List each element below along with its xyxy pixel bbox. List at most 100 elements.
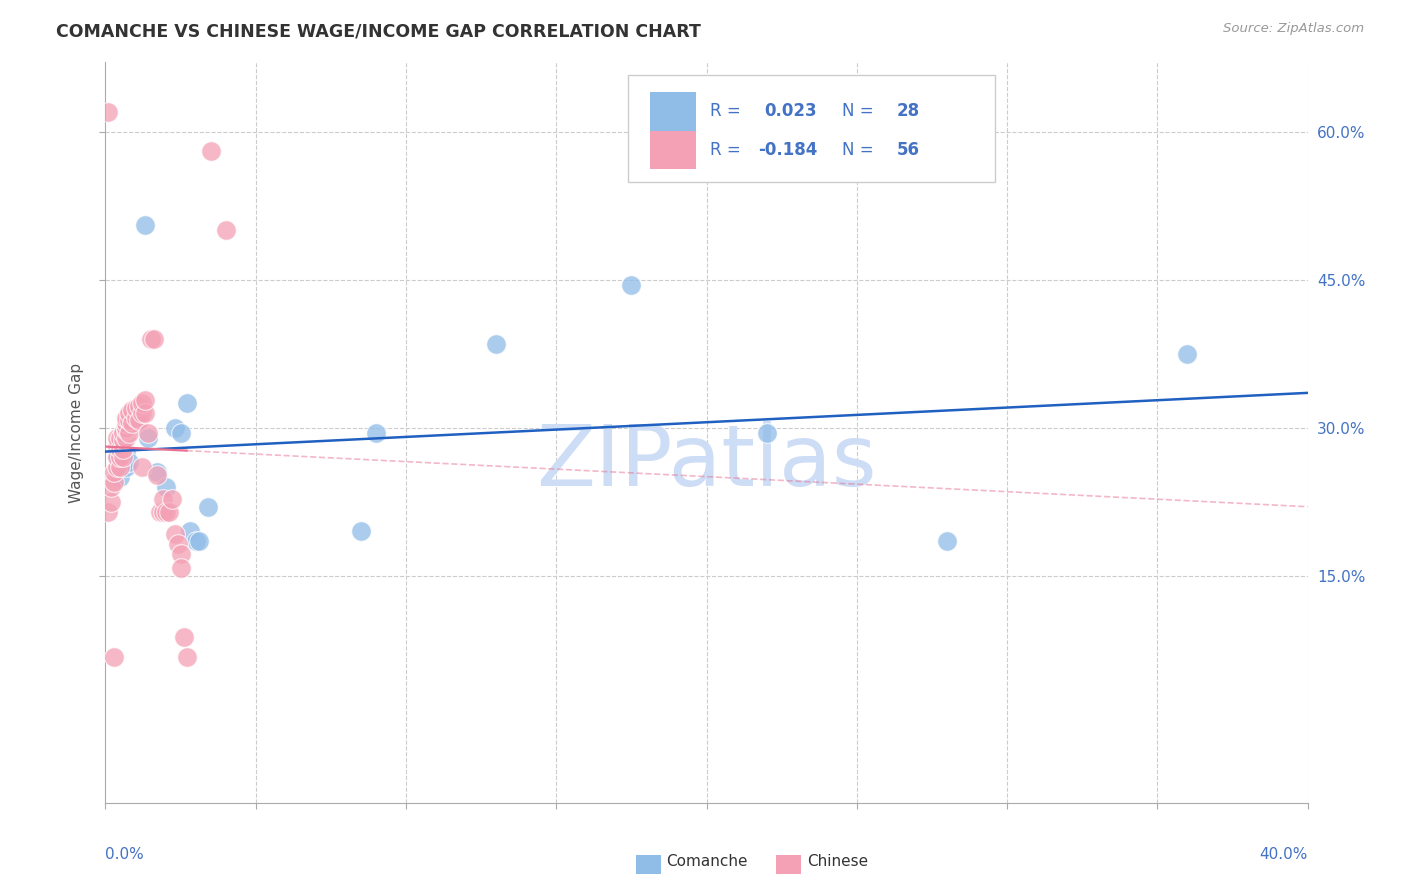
Point [134, 219, 156, 233]
Point [107, 441, 129, 455]
Text: -0.184: -0.184 [758, 141, 817, 159]
Point [107, 460, 129, 475]
Text: ZIPatlas: ZIPatlas [536, 421, 877, 504]
Point [176, 396, 198, 410]
Point [148, 505, 170, 519]
Point [166, 537, 188, 551]
Point [139, 332, 162, 346]
Text: R =: R = [710, 141, 747, 159]
Point [112, 425, 135, 440]
Text: Chinese: Chinese [807, 855, 868, 869]
Point [152, 491, 174, 506]
Point [115, 431, 138, 445]
Point [115, 410, 138, 425]
Text: 0.0%: 0.0% [105, 847, 145, 863]
Point [128, 413, 150, 427]
Point [169, 547, 191, 561]
Point [152, 505, 174, 519]
Point [155, 505, 177, 519]
Point [364, 425, 387, 440]
Point [131, 460, 153, 475]
Bar [650, 92, 696, 130]
Text: 56: 56 [897, 141, 920, 159]
Point [107, 431, 129, 445]
Point [163, 420, 186, 434]
Point [145, 468, 167, 483]
Point [155, 480, 177, 494]
Point [160, 491, 183, 506]
Point [163, 527, 186, 541]
Point [131, 406, 153, 420]
Text: Source: ZipAtlas.com: Source: ZipAtlas.com [1223, 22, 1364, 36]
Point [214, 223, 236, 237]
Point [118, 406, 141, 420]
Point [107, 450, 129, 465]
Point [118, 413, 141, 427]
Point [128, 399, 150, 413]
Point [115, 416, 138, 430]
Y-axis label: Wage/Income Gap: Wage/Income Gap [69, 362, 84, 503]
Point [485, 336, 508, 351]
Text: 40.0%: 40.0% [1260, 847, 1308, 863]
Point [142, 332, 165, 346]
Point [112, 450, 135, 465]
Point [103, 649, 125, 664]
Point [1175, 346, 1198, 360]
Point [110, 460, 132, 475]
Point [128, 406, 150, 420]
Point [197, 500, 219, 514]
Point [110, 435, 132, 450]
Point [134, 392, 156, 407]
Point [157, 505, 180, 519]
Text: COMANCHE VS CHINESE WAGE/INCOME GAP CORRELATION CHART: COMANCHE VS CHINESE WAGE/INCOME GAP CORR… [56, 22, 702, 40]
Point [179, 524, 201, 539]
Point [112, 442, 135, 457]
Point [200, 145, 222, 159]
Point [124, 401, 146, 415]
Point [176, 649, 198, 664]
Point [115, 445, 138, 459]
Point [118, 425, 141, 440]
Text: N =: N = [842, 141, 879, 159]
Point [173, 630, 195, 644]
Point [936, 534, 959, 549]
Point [124, 416, 146, 430]
Point [187, 534, 209, 549]
Point [755, 425, 778, 440]
Point [115, 420, 138, 434]
Text: N =: N = [842, 102, 879, 120]
Point [620, 277, 643, 292]
Point [97, 505, 120, 519]
Text: Comanche: Comanche [666, 855, 748, 869]
Point [131, 396, 153, 410]
Point [110, 470, 132, 484]
Point [350, 524, 373, 539]
Bar [628, 75, 995, 182]
Point [100, 494, 122, 508]
Point [115, 423, 138, 437]
Point [110, 450, 132, 465]
Point [115, 460, 138, 475]
Point [134, 406, 156, 420]
Text: 28: 28 [897, 102, 920, 120]
Point [136, 431, 159, 445]
Point [121, 403, 143, 417]
Point [145, 465, 167, 479]
Text: 0.023: 0.023 [765, 102, 817, 120]
Point [100, 480, 122, 494]
Point [169, 425, 191, 440]
Point [103, 475, 125, 489]
Point [97, 104, 120, 119]
Point [110, 442, 132, 457]
Point [112, 433, 135, 447]
Point [124, 410, 146, 425]
Bar [650, 130, 696, 169]
Point [169, 561, 191, 575]
Point [121, 416, 143, 430]
Point [136, 425, 159, 440]
Point [103, 465, 125, 479]
Text: R =: R = [710, 102, 747, 120]
Point [107, 450, 129, 465]
Point [112, 425, 135, 440]
Point [110, 431, 132, 445]
